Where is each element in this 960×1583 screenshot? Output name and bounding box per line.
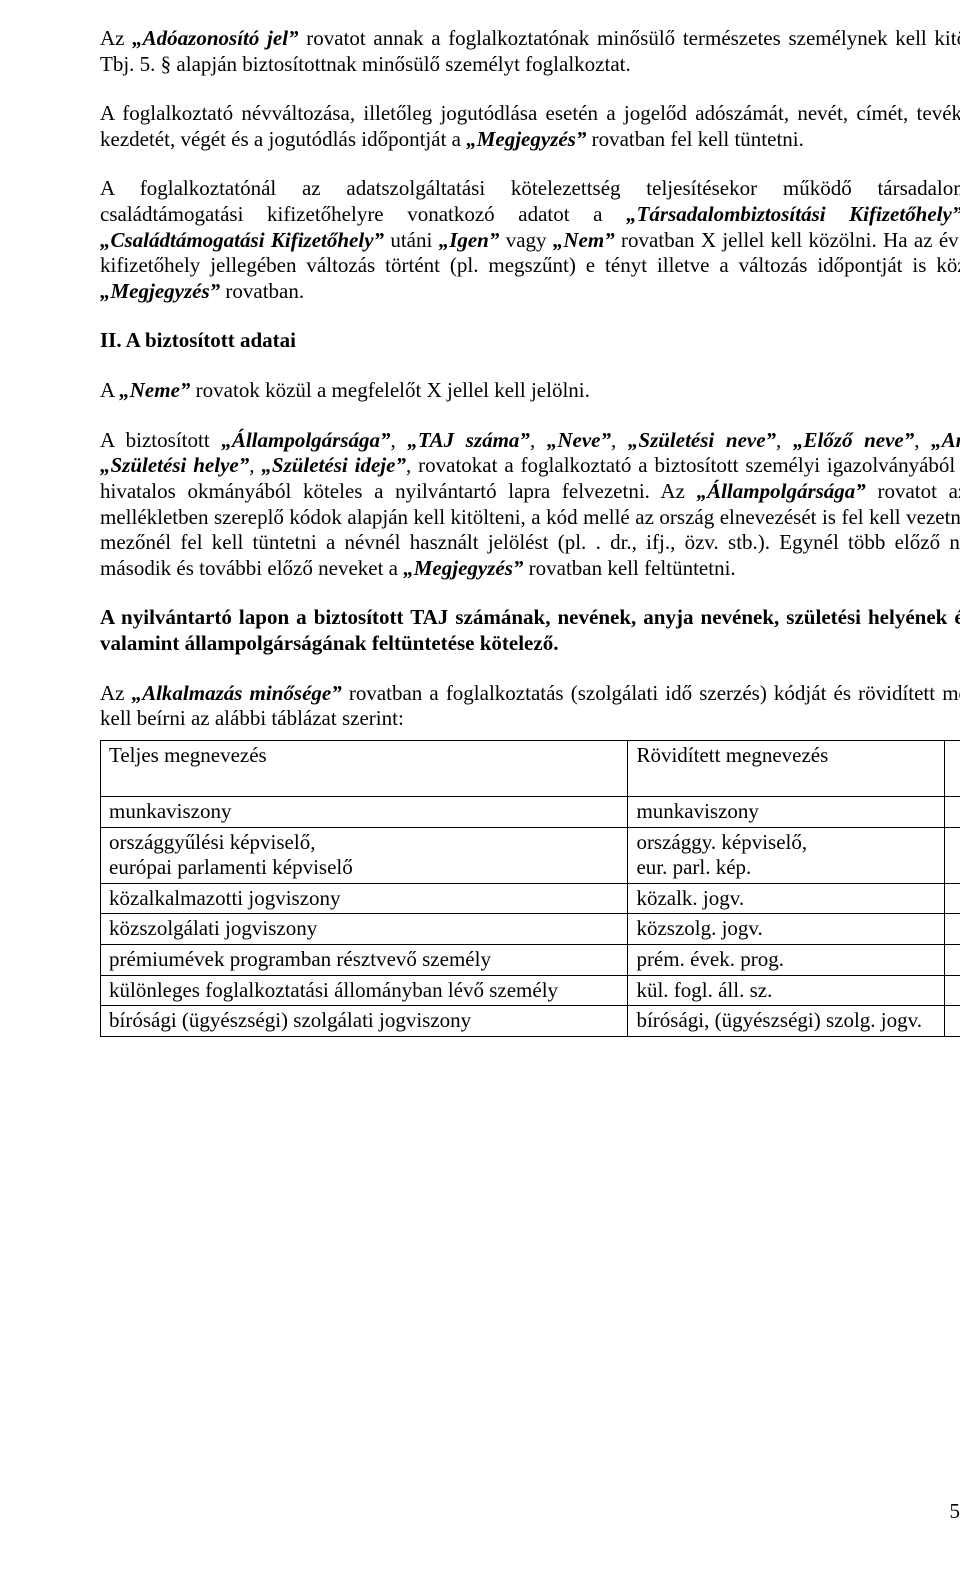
field-szuletesi-neve: „Születési neve” — [628, 428, 776, 452]
table-header-row: Teljes megnevezés Rövidített megnevezés … — [101, 740, 960, 796]
text: , — [249, 453, 261, 477]
para-biztositott-adatai: A biztosított „Állampolgársága”, „TAJ sz… — [100, 428, 960, 582]
table-cell: kül. fogl. áll. sz. — [628, 975, 944, 1006]
col-header-rovid: Rövidített megnevezés — [628, 740, 944, 796]
field-megjegyzes: „Megjegyzés” — [403, 556, 523, 580]
field-anyja-neve: „Anyja neve” — [931, 428, 960, 452]
section-heading-ii: II. A biztosított adatai — [100, 328, 960, 354]
para-adoazonosito: Az „Adóazonosító jel” rovatot annak a fo… — [100, 26, 960, 77]
field-adoazonosito-jel: „Adóazonosító jel” — [132, 26, 298, 50]
table-cell: 68 — [944, 945, 960, 976]
page-number: 5 — [950, 1499, 960, 1525]
col-header-kod: Kód-szám — [944, 740, 960, 796]
table-cell: munkaviszony — [628, 797, 944, 828]
field-nem: „Nem” — [553, 228, 615, 252]
table-cell: bírósági, (ügyészségi) szolg. jogv. — [628, 1006, 944, 1037]
text: , — [406, 453, 418, 477]
table-cell: országgy. képviselő,eur. parl. kép. — [628, 827, 944, 883]
field-igen: „Igen” — [439, 228, 500, 252]
table-cell: 71 — [944, 883, 960, 914]
table-cell: prém. évek. prog. — [628, 945, 944, 976]
para-neme: A „Neme” rovatok közül a megfelelőt X je… — [100, 378, 960, 404]
para-alkalmazas-minosege: Az „Alkalmazás minősége” rovatban a fogl… — [100, 681, 960, 732]
table-cell: országgyűlési képviselő,európai parlamen… — [101, 827, 628, 883]
text: rovatban kell feltüntetni. — [523, 556, 735, 580]
field-neme: „Neme” — [119, 378, 190, 402]
text: rovatok közül a megfelelőt X jellel kell… — [190, 378, 589, 402]
field-elozo-neve: „Előző neve” — [793, 428, 914, 452]
field-taj-szama: „TAJ száma” — [407, 428, 530, 452]
table-cell: 20 — [944, 797, 960, 828]
text: , — [391, 428, 408, 452]
text: , — [914, 428, 931, 452]
table-row: prémiumévek programban résztvevő személy… — [101, 945, 960, 976]
field-szuletesi-helye: „Születési helye” — [100, 453, 249, 477]
table-cell: különleges foglalkoztatási állományban l… — [101, 975, 628, 1006]
para-kifizetohely: A foglalkoztatónál az adatszolgáltatási … — [100, 176, 960, 304]
table-cell: közalk. jogv. — [628, 883, 944, 914]
table-body: munkaviszonymunkaviszony20országgyűlési … — [101, 797, 960, 1037]
col-header-teljes: Teljes megnevezés — [101, 740, 628, 796]
text: rovatban fel kell tüntetni. — [586, 127, 804, 151]
text: A biztosított — [100, 428, 221, 452]
field-allampolgarsaga: „Állampolgársága” — [697, 479, 866, 503]
table-cell: prémiumévek programban résztvevő személy — [101, 945, 628, 976]
field-alkalmazas-minosege: „Alkalmazás minősége” — [132, 681, 342, 705]
field-tb-kifizetohely: „Társadalombiztosítási Kifizetőhely” — [626, 202, 960, 226]
kodszam-table: Teljes megnevezés Rövidített megnevezés … — [100, 740, 960, 1037]
table-cell: bírósági (ügyészségi) szolgálati jogvisz… — [101, 1006, 628, 1037]
table-cell: munkaviszony — [101, 797, 628, 828]
text: , — [530, 428, 547, 452]
table-cell: közszolgálati jogviszony — [101, 914, 628, 945]
table-row: különleges foglalkoztatási állományban l… — [101, 975, 960, 1006]
text: utáni — [384, 228, 439, 252]
text: Az — [100, 26, 132, 50]
para-kotelezo: A nyilvántartó lapon a biztosított TAJ s… — [100, 605, 960, 656]
table-cell: 73 — [944, 1006, 960, 1037]
table-cell: közszolg. jogv. — [628, 914, 944, 945]
field-szuletesi-ideje: „Születési ideje” — [261, 453, 406, 477]
table-row: bírósági (ügyészségi) szolgálati jogvisz… — [101, 1006, 960, 1037]
text: , — [776, 428, 793, 452]
para-nevvaltozas: A foglalkoztató névváltozása, illetőleg … — [100, 101, 960, 152]
table-row: közalkalmazotti jogviszonyközalk. jogv.7… — [101, 883, 960, 914]
text: vagy — [499, 228, 553, 252]
field-allampolgarsaga: „Állampolgársága” — [221, 428, 390, 452]
text: , — [611, 428, 628, 452]
field-csaladtamogatasi-kifizetohely: „Családtámogatási Kifizetőhely” — [100, 228, 384, 252]
field-megjegyzes: „Megjegyzés” — [100, 279, 220, 303]
text: A — [100, 378, 119, 402]
table-cell: 69 — [944, 975, 960, 1006]
table-row: országgyűlési képviselő,európai parlamen… — [101, 827, 960, 883]
field-neve: „Neve” — [547, 428, 611, 452]
field-megjegyzes: „Megjegyzés” — [466, 127, 586, 151]
text: Az — [100, 681, 132, 705]
table-row: munkaviszonymunkaviszony20 — [101, 797, 960, 828]
table-cell: közalkalmazotti jogviszony — [101, 883, 628, 914]
table-row: közszolgálati jogviszonyközszolg. jogv.7… — [101, 914, 960, 945]
table-cell: 19 — [944, 827, 960, 883]
table-cell: 72 — [944, 914, 960, 945]
text: rovatban. — [220, 279, 304, 303]
